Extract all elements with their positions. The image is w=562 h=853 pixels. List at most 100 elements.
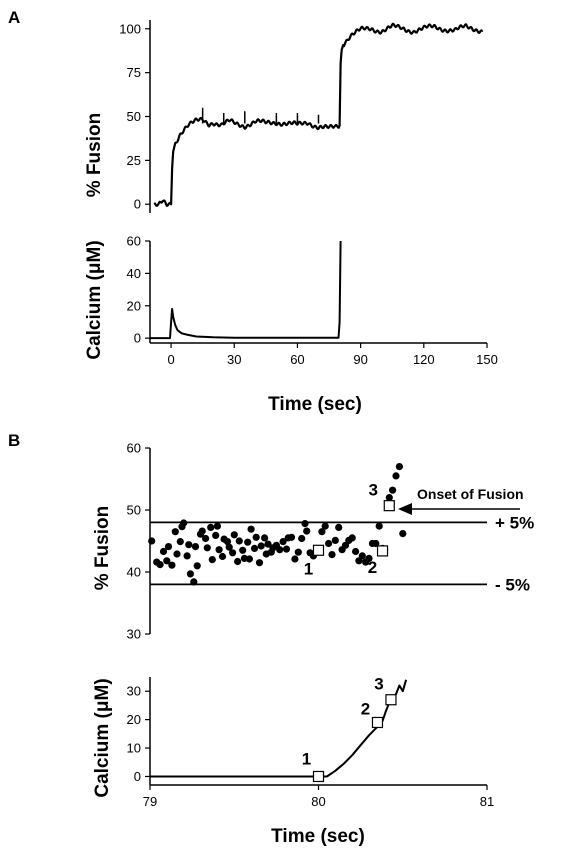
reference-label: - 5% (495, 575, 530, 594)
x-tick-label: 120 (413, 352, 435, 367)
data-point (223, 538, 232, 546)
data-point (385, 494, 393, 502)
y-tick-label: 50 (127, 503, 141, 518)
x-tick-label: 0 (167, 352, 174, 367)
marked-point (312, 544, 325, 556)
x-tick-label: 79 (143, 794, 157, 809)
chart-a-fusion: % Fusion 0 25 50 75 100 (84, 20, 484, 213)
x-tick-label: 150 (476, 352, 498, 367)
data-point (230, 531, 238, 539)
data-point (395, 463, 403, 471)
data-point (235, 537, 243, 545)
y-tick-label: 0 (134, 331, 141, 346)
data-point (365, 554, 373, 563)
data-point (247, 525, 255, 533)
data-point (375, 522, 383, 530)
y-tick-label: 40 (127, 565, 141, 580)
data-point (168, 561, 176, 569)
data-point (261, 534, 269, 542)
data-point (191, 543, 200, 551)
y-tick-label: 30 (127, 684, 141, 699)
y-tick-label: 60 (127, 234, 141, 249)
xlabel-b: Time (sec) (271, 826, 365, 847)
data-point (325, 539, 333, 548)
calcium-trace (150, 240, 342, 340)
marked-point-label: 3 (369, 481, 378, 500)
data-point (298, 534, 306, 543)
panel-label-b: B (8, 431, 20, 450)
onset-arrow (398, 503, 520, 515)
data-point (321, 522, 329, 530)
marked-point-label: 1 (302, 749, 311, 768)
data-point (164, 543, 173, 551)
data-point (245, 555, 253, 563)
marked-point-label: 2 (361, 699, 370, 718)
data-point (207, 523, 215, 532)
data-point (171, 528, 179, 536)
data-point (276, 546, 284, 554)
y-tick-label: 0 (134, 197, 141, 212)
data-point (348, 534, 356, 542)
data-point (218, 552, 227, 561)
data-point (372, 539, 380, 548)
y-tick-label: 10 (127, 741, 141, 756)
chart-a-calcium: Calcium (μM) Time (sec) 0 20 40 60 0 30 60 90 12… (84, 234, 498, 416)
data-point (159, 547, 168, 556)
data-point (180, 519, 188, 527)
y-tick-label: 0 (134, 769, 141, 784)
data-point (294, 548, 302, 556)
data-point (198, 527, 206, 535)
ylabel-a-calcium: Calcium (μM) (84, 240, 105, 359)
onset-annotation: Onset of Fusion (417, 486, 524, 502)
fusion-trace (153, 22, 484, 207)
data-point (389, 486, 397, 494)
data-point (264, 540, 272, 548)
reference-label: + 5% (495, 513, 534, 532)
y-tick-label: 20 (127, 298, 141, 313)
data-point (399, 530, 407, 538)
marked-point-label: 3 (374, 675, 383, 694)
data-point (185, 541, 193, 549)
data-point (186, 570, 194, 578)
data-point (358, 552, 366, 560)
data-point (303, 527, 311, 535)
data-point (287, 533, 296, 541)
ylabel-a-fusion: % Fusion (84, 113, 105, 197)
marked-point (312, 770, 325, 783)
data-point (225, 543, 233, 551)
data-point (239, 546, 247, 554)
y-tick-label: 20 (127, 712, 141, 727)
x-tick-label: 90 (353, 352, 367, 367)
y-tick-label: 50 (127, 109, 141, 124)
x-tick-label: 81 (480, 794, 494, 809)
data-point (331, 536, 339, 545)
data-point (208, 556, 216, 564)
marked-point (376, 545, 389, 557)
data-point (255, 559, 264, 567)
marked-point-label: 1 (304, 559, 313, 578)
chart-b-calcium: Calcium (μM) Time (sec) 0 10 20 30 79 80 81 1 23 (92, 675, 494, 847)
data-point (229, 549, 237, 557)
x-tick-label: 80 (311, 794, 325, 809)
marked-point (371, 716, 384, 729)
data-point (392, 472, 400, 480)
x-tick-label: 30 (227, 352, 241, 367)
panel-label-a: A (8, 8, 20, 27)
marked-point (383, 500, 395, 512)
y-tick-label: 75 (127, 65, 141, 80)
data-point (352, 547, 360, 556)
data-point (212, 531, 220, 540)
calcium-trace (150, 679, 408, 778)
data-point (244, 538, 252, 546)
y-tick-label: 100 (119, 21, 141, 36)
x-tick-label: 60 (290, 352, 304, 367)
y-tick-label: 40 (127, 266, 141, 281)
data-point (328, 551, 336, 559)
data-point (282, 545, 291, 553)
data-point (148, 537, 156, 545)
data-point (173, 550, 181, 558)
data-point (291, 555, 299, 563)
data-point (318, 528, 326, 536)
data-point (203, 544, 211, 552)
